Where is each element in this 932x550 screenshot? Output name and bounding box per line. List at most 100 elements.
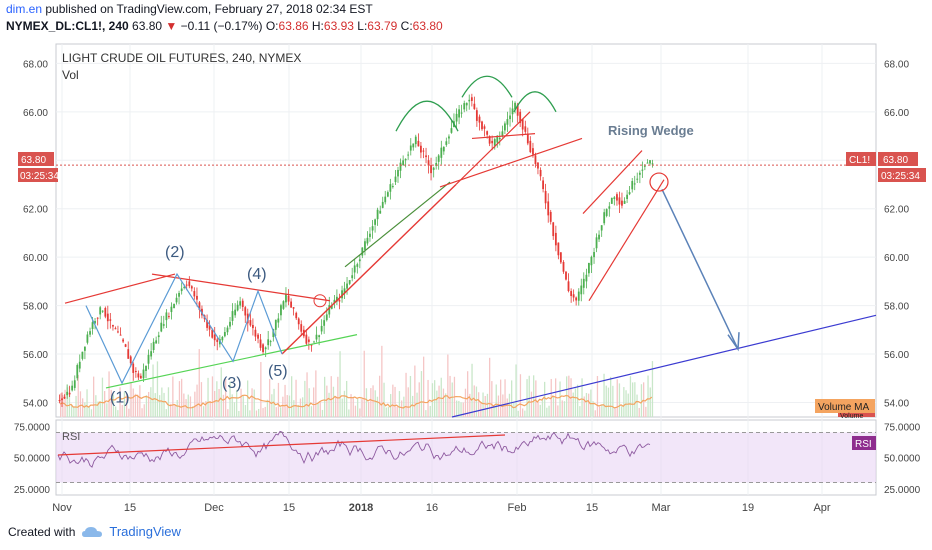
candle-body	[643, 165, 646, 167]
volume-bar	[216, 381, 218, 417]
volume-bar	[341, 398, 343, 417]
candle-body	[391, 186, 394, 188]
price-axis-label-left: 62.00	[23, 205, 48, 216]
candle-body	[346, 283, 348, 289]
candle-body	[155, 340, 158, 344]
volume-bar	[601, 404, 603, 417]
volume-bar	[214, 390, 216, 417]
volume-bar	[585, 392, 588, 417]
candle-body	[470, 97, 473, 101]
rsi-axis-label-right: 75.0000	[884, 422, 921, 433]
candle-body	[468, 99, 471, 102]
created-with-text: Created with	[8, 524, 76, 539]
volume-bar	[139, 385, 141, 417]
candle-body	[534, 155, 537, 164]
candle-body	[521, 119, 524, 130]
candle-body	[68, 392, 71, 395]
volume-bar	[233, 402, 236, 417]
candle-body	[315, 334, 318, 340]
volume-bar	[264, 406, 266, 417]
candle-body	[305, 334, 308, 344]
volume-bar	[172, 376, 174, 417]
candle-body	[124, 344, 127, 347]
volume-bar	[599, 406, 601, 417]
author-link[interactable]: dim.en	[6, 2, 43, 16]
price-axis-label-right: 56.00	[884, 350, 909, 361]
volume-bar	[638, 407, 640, 417]
volume-bar	[60, 393, 62, 417]
high-value: 63.93	[323, 19, 354, 33]
volume-bar	[401, 400, 403, 417]
volume-bar	[176, 400, 178, 417]
candle-body	[63, 396, 66, 399]
volume-bar	[623, 387, 625, 417]
uptrend-channel-green	[344, 181, 451, 268]
volume-bar	[409, 375, 412, 417]
candle-body	[208, 324, 211, 330]
candle-body	[257, 334, 259, 339]
candle-body	[435, 162, 438, 166]
triangle-upper-trendline	[151, 273, 331, 302]
volume-bar	[310, 406, 313, 417]
candle-body	[168, 316, 170, 318]
candle-body	[183, 286, 186, 288]
price-axis-label-right: 60.00	[884, 253, 909, 264]
candle-body	[621, 200, 623, 206]
candle-body	[239, 301, 242, 306]
candle-body	[496, 135, 499, 143]
price-pane[interactable]	[55, 43, 877, 418]
candle-body	[539, 169, 542, 177]
candle-body	[600, 225, 603, 231]
volume-bar	[319, 401, 321, 417]
candle-body	[139, 375, 142, 379]
candle-body	[389, 184, 392, 192]
volume-bar	[381, 345, 383, 417]
candle-body	[366, 237, 369, 244]
volume-bar	[308, 388, 310, 417]
volume-bar	[396, 406, 398, 417]
volume-bar	[478, 392, 480, 417]
rising-wedge-label: Rising Wedge	[608, 123, 694, 138]
volume-bar	[500, 379, 502, 417]
volume-ma-tag: Volume MA Volume	[815, 399, 875, 420]
candle-body	[547, 201, 550, 216]
drawings[interactable]	[56, 75, 877, 418]
volume-bar	[651, 361, 654, 417]
volume-bar	[328, 392, 330, 417]
candle-body	[236, 304, 239, 311]
open-value: 63.86	[278, 19, 309, 33]
volume-bar	[636, 394, 638, 417]
candle-body	[577, 291, 580, 301]
svg-text:Volume: Volume	[840, 413, 863, 420]
volume-bar	[629, 376, 632, 417]
volume-bar	[269, 378, 271, 417]
candle-body	[559, 252, 562, 263]
volume-bar	[484, 395, 486, 417]
candle-body	[440, 147, 443, 158]
candle-body	[427, 160, 430, 166]
volume-bar	[634, 382, 636, 417]
candle-body	[94, 320, 96, 324]
symbol-name[interactable]: NYMEX_DL:CL1!, 240	[6, 19, 129, 33]
candle-body	[341, 290, 343, 299]
volume-bar	[141, 408, 143, 417]
volume-bar	[183, 393, 185, 417]
tradingview-brand[interactable]: TradingView	[109, 524, 181, 539]
volume-bar	[313, 387, 315, 417]
volume-bar	[187, 394, 189, 417]
volume-bar	[616, 379, 618, 417]
candle-body	[226, 327, 229, 333]
wave-label-2: (2)	[165, 244, 185, 261]
time-axis-label: 16	[426, 502, 438, 514]
volume-bar	[189, 396, 192, 417]
volume-bar	[231, 394, 233, 417]
trendline-left-upper	[64, 273, 176, 304]
volume-bar	[196, 384, 198, 417]
candle-body	[509, 115, 511, 120]
volume-bar	[368, 402, 370, 417]
grid	[56, 44, 876, 495]
candle-body	[285, 294, 287, 303]
candle-body	[544, 190, 547, 204]
volume-bar	[566, 376, 568, 417]
